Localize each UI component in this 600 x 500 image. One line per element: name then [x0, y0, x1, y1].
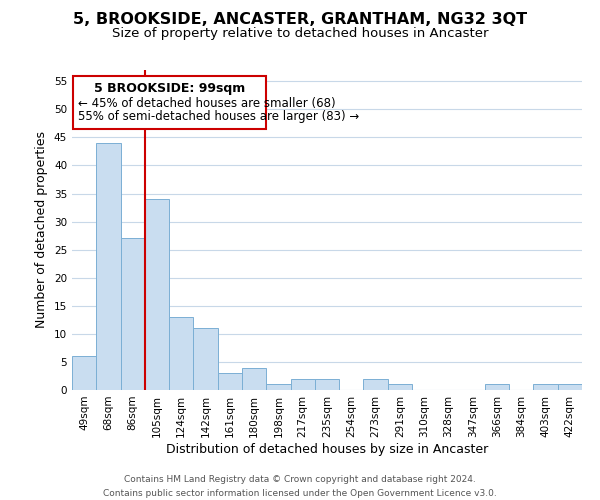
Bar [193, 328, 218, 390]
Bar [315, 379, 339, 390]
Y-axis label: Number of detached properties: Number of detached properties [35, 132, 49, 328]
Bar [145, 199, 169, 390]
Bar [533, 384, 558, 390]
Bar [242, 368, 266, 390]
Text: Size of property relative to detached houses in Ancaster: Size of property relative to detached ho… [112, 28, 488, 40]
Text: ← 45% of detached houses are smaller (68): ← 45% of detached houses are smaller (68… [78, 97, 335, 110]
Bar [558, 384, 582, 390]
Bar [218, 373, 242, 390]
Bar [364, 379, 388, 390]
Bar [121, 238, 145, 390]
Bar [388, 384, 412, 390]
Bar [290, 379, 315, 390]
Bar [72, 356, 96, 390]
Bar [96, 143, 121, 390]
Text: 5 BROOKSIDE: 99sqm: 5 BROOKSIDE: 99sqm [94, 82, 245, 96]
Text: 5, BROOKSIDE, ANCASTER, GRANTHAM, NG32 3QT: 5, BROOKSIDE, ANCASTER, GRANTHAM, NG32 3… [73, 12, 527, 28]
X-axis label: Distribution of detached houses by size in Ancaster: Distribution of detached houses by size … [166, 442, 488, 456]
FancyBboxPatch shape [73, 76, 266, 129]
Text: 55% of semi-detached houses are larger (83) →: 55% of semi-detached houses are larger (… [78, 110, 359, 124]
Bar [485, 384, 509, 390]
Bar [266, 384, 290, 390]
Text: Contains HM Land Registry data © Crown copyright and database right 2024.
Contai: Contains HM Land Registry data © Crown c… [103, 476, 497, 498]
Bar [169, 317, 193, 390]
